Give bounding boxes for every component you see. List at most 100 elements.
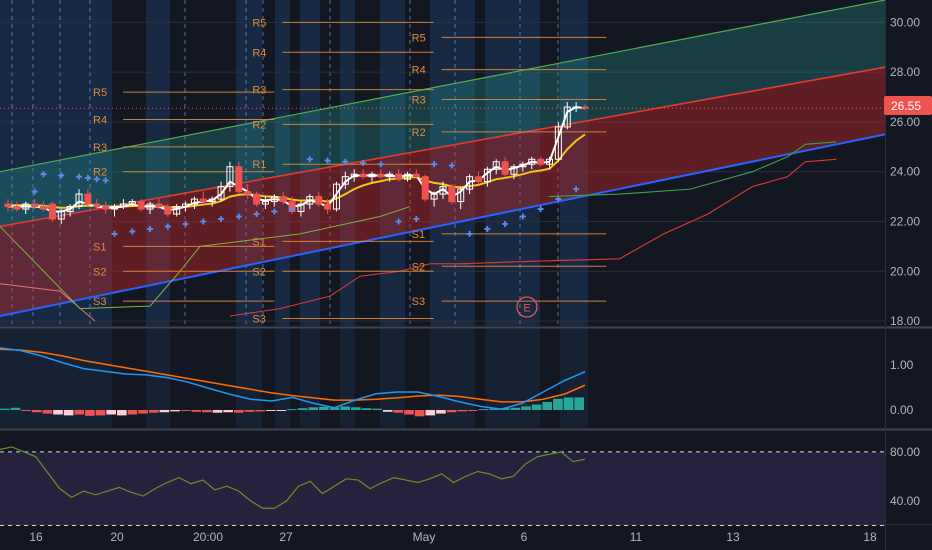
psar-point-26 [448, 162, 455, 169]
candle-body-47 [421, 176, 429, 200]
time-tick-label-8: 18 [863, 530, 877, 544]
pivot-label-2-7: S3 [412, 296, 425, 308]
psar-point-0 [31, 188, 38, 195]
macd-histogram-bar-53 [563, 397, 574, 410]
psar-point-11 [182, 220, 189, 227]
macd-histogram-bar-12 [127, 410, 138, 415]
macd-histogram-bar-34 [361, 408, 372, 410]
time-tick-label-2: 20:00 [193, 530, 223, 544]
macd-histogram-bar-8 [85, 410, 95, 416]
pivot-label-2-6: S2 [412, 261, 425, 273]
earnings-marker[interactable]: E [516, 296, 538, 318]
candle-body-43 [386, 173, 394, 178]
psar-point-13 [218, 215, 225, 222]
macd-tick-label-1: 0.00 [890, 403, 914, 417]
candle-body-20 [182, 203, 190, 208]
candle-body-38 [341, 176, 349, 185]
macd-histogram-bar-24 [255, 410, 265, 412]
candle-body-50 [448, 186, 456, 203]
session-band-3 [275, 0, 290, 326]
macd-histogram-bar-30 [319, 406, 329, 410]
pivot-label-2-5: S1 [412, 229, 425, 241]
candle-body-13 [119, 203, 127, 208]
macd-session-band-1 [146, 329, 170, 428]
channel-upper-fill [0, 0, 885, 227]
candle-body-27 [244, 191, 252, 195]
pivot-label-1-0: R5 [252, 17, 266, 29]
macd-session-band-2 [236, 329, 262, 428]
psar-point-25 [431, 161, 438, 168]
macd-histogram-bar-27 [287, 409, 297, 411]
macd-histogram-bar-28 [297, 408, 308, 410]
candle-body-53 [474, 176, 482, 183]
pivot-levels: R5 R4 R3 R2 S1 S2 S3 R5 R4 R3 R2 R1 S1 S2 S3 R5 R4 R3 R2 S1… [0, 17, 885, 326]
macd-histogram-bar-32 [340, 406, 350, 410]
last-price-value: 26.55 [891, 99, 921, 113]
pivot-label-2-3: R2 [412, 127, 426, 139]
macd-histogram-bar-52 [553, 398, 563, 410]
candle-body-37 [332, 183, 340, 210]
candle-body-30 [270, 196, 278, 203]
candle-body-49 [439, 186, 447, 195]
macd-histogram-bar-7 [74, 410, 85, 415]
pivot-label-0-2: R3 [93, 142, 107, 154]
channel-middle-line [0, 66, 886, 228]
channel-lower-line [0, 133, 886, 318]
candle-body-44 [395, 173, 403, 180]
pivot-label-1-4: R1 [252, 159, 266, 171]
macd-histogram-bar-41 [436, 410, 446, 414]
macd-pane [0, 347, 586, 417]
psar-point-31 [537, 206, 544, 213]
psar-point-33 [573, 186, 580, 193]
candle-body-14 [128, 201, 136, 205]
candle-body-25 [226, 166, 234, 188]
senkou-b-line [460, 158, 837, 265]
psar-point-16 [271, 208, 278, 215]
psar-point-5 [93, 176, 100, 183]
psar-point-19 [324, 157, 331, 164]
macd-histogram-bar-18 [191, 410, 202, 412]
earnings-label: E [523, 303, 530, 315]
candle-body-52 [466, 176, 474, 190]
rsi-pane [0, 446, 885, 526]
price-tick-label-2: 26.00 [890, 115, 920, 129]
pivot-label-1-2: R3 [252, 85, 266, 97]
macd-histogram-bar-9 [95, 410, 106, 416]
psar-point-28 [484, 225, 491, 232]
candle-body-62 [554, 126, 562, 160]
macd-histogram-bar-11 [117, 410, 127, 416]
psar-point-27 [466, 230, 473, 237]
last-price-tag: 26.55 [884, 96, 932, 115]
candlesticks [4, 102, 589, 224]
price-tick-label-6: 18.00 [890, 314, 920, 328]
candle-body-57 [510, 166, 518, 175]
psar-point-9 [147, 225, 154, 232]
macd-histogram-bar-44 [468, 410, 478, 411]
lagging-span-line [0, 283, 96, 322]
macd-histogram-bar-17 [180, 410, 191, 411]
pivot-label-0-5: S1 [93, 241, 106, 253]
macd-histogram-bar-20 [212, 410, 223, 413]
candle-body-19 [173, 206, 181, 215]
macd-session-band-9 [560, 329, 588, 428]
candle-body-45 [403, 173, 411, 180]
psar-point-29 [502, 220, 509, 227]
macd-histogram-bar-14 [148, 410, 159, 413]
parabolic-sar [31, 156, 580, 237]
macd-histogram-bar-15 [159, 410, 170, 413]
candle-body-42 [377, 173, 385, 178]
candle-body-41 [368, 173, 376, 178]
session-band-4 [300, 0, 320, 326]
candle-body-7 [66, 206, 74, 213]
time-tick-label-7: 13 [726, 530, 740, 544]
macd-histogram-bar-6 [63, 410, 74, 416]
macd-histogram-bar-48 [510, 407, 521, 410]
macd-histogram-bar-46 [489, 408, 499, 410]
psar-point-24 [413, 215, 420, 222]
macd-histogram-bar-4 [42, 410, 53, 414]
base-line-red [229, 263, 470, 317]
earnings-circle[interactable] [516, 296, 538, 318]
psar-point-15 [253, 211, 260, 218]
candle-body-11 [102, 206, 110, 210]
